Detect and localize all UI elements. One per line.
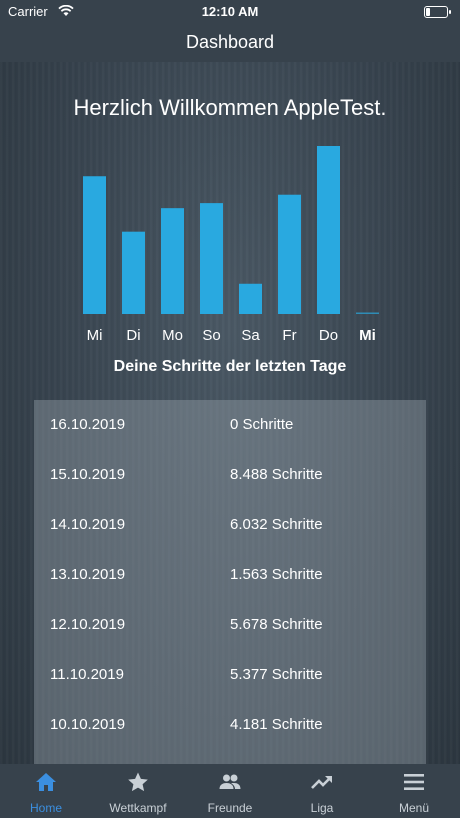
row-steps: 6.032 Schritte: [230, 516, 323, 533]
tab-menue[interactable]: Menü: [368, 764, 460, 818]
steps-list-row[interactable]: 13.10.2019 1.563 Schritte: [34, 550, 426, 600]
chart-bar-1: [122, 231, 145, 314]
battery-icon: [424, 6, 451, 18]
chart-bar-5: [278, 194, 301, 314]
steps-list-row[interactable]: 11.10.2019 5.377 Schritte: [34, 650, 426, 700]
chart-bar-4: [239, 283, 262, 314]
menu-icon: [404, 774, 424, 790]
steps-list-row[interactable]: 12.10.2019 5.678 Schritte: [34, 600, 426, 650]
steps-subtitle: Deine Schritte der letzten Tage: [113, 358, 347, 375]
row-date: 16.10.2019: [50, 416, 126, 433]
tab-label: Freunde: [207, 801, 253, 815]
tab-freunde[interactable]: Freunde: [184, 764, 276, 818]
tab-wettkampf[interactable]: Wettkampf: [92, 764, 184, 818]
tab-liga[interactable]: Liga: [276, 764, 368, 818]
chart-bar-7: [356, 312, 379, 314]
steps-list-row[interactable]: 14.10.2019 6.032 Schritte: [34, 500, 426, 550]
people-icon: [219, 774, 241, 789]
tab-label: Menü: [398, 801, 430, 815]
steps-list-row[interactable]: 16.10.2019 0 Schritte: [34, 400, 426, 450]
chart-bar-3: [200, 203, 223, 314]
row-date: 14.10.2019: [50, 516, 126, 533]
chart-day-label-5: Fr: [282, 327, 296, 344]
tab-label: Home: [29, 801, 62, 815]
steps-list-row[interactable]: 15.10.2019 8.488 Schritte: [34, 450, 426, 500]
row-steps: 5.678 Schritte: [230, 616, 323, 633]
tab-label: Liga: [310, 801, 334, 815]
row-steps: 0 Schritte: [230, 416, 294, 433]
row-steps: 1.563 Schritte: [230, 566, 323, 583]
star-icon: [128, 772, 148, 792]
chart-day-label-4: Sa: [241, 327, 260, 344]
chart-day-label-1: Di: [126, 327, 140, 344]
nav-title: Dashboard: [185, 32, 275, 52]
status-time: 12:10 AM: [201, 4, 259, 19]
carrier-label: Carrier: [8, 4, 48, 19]
tab-bar: Home Wettkampf Freunde Liga Menü: [0, 764, 460, 818]
chart-day-label-2: Mo: [162, 327, 183, 344]
row-date: 10.10.2019: [50, 716, 126, 733]
row-steps: 5.377 Schritte: [230, 666, 323, 683]
chart-bar-2: [161, 208, 184, 314]
steps-list[interactable]: 16.10.2019 0 Schritte 15.10.2019 8.488 Schr…: [34, 400, 426, 764]
trending-up-icon: [311, 776, 332, 789]
welcome-text: Herzlich Willkommen AppleTest.: [73, 95, 387, 120]
chart-bar-6: [317, 146, 340, 314]
tab-home[interactable]: Home: [0, 764, 92, 818]
row-date: 11.10.2019: [50, 666, 124, 683]
wifi-icon: [58, 5, 74, 16]
chart-day-label-7: Mi: [359, 327, 376, 344]
chart-day-label-6: Do: [319, 327, 338, 344]
row-date: 13.10.2019: [50, 566, 126, 583]
steps-bar-chart: Mi Di Mo So Sa Fr Do Mi: [83, 146, 379, 344]
chart-day-label-0: Mi: [87, 327, 103, 344]
chart-day-label-3: So: [202, 327, 220, 344]
row-steps: 4.181 Schritte: [230, 716, 323, 733]
nav-bar: Dashboard: [0, 24, 460, 62]
row-date: 12.10.2019: [50, 616, 126, 633]
home-icon: [36, 773, 56, 791]
steps-list-row[interactable]: 10.10.2019 4.181 Schritte: [34, 700, 426, 750]
status-bar: Carrier 12:10 AM: [0, 0, 460, 24]
chart-bar-0: [83, 176, 106, 314]
row-date: 15.10.2019: [50, 466, 126, 483]
row-steps: 8.488 Schritte: [230, 466, 323, 483]
tab-label: Wettkampf: [109, 801, 167, 815]
